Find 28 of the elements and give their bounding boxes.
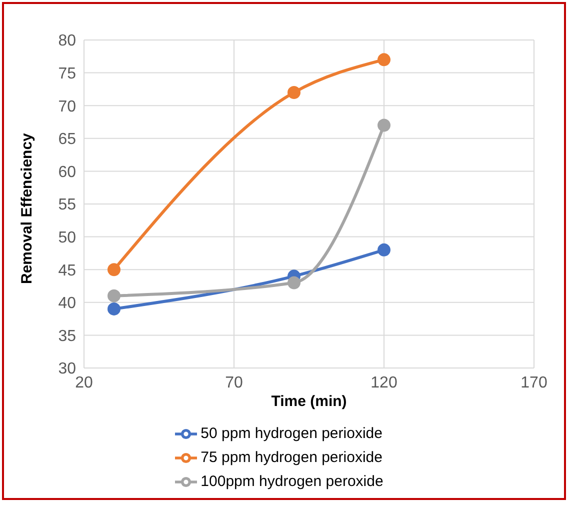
legend-label: 50 ppm hydrogen perioxide [200, 425, 382, 442]
y-tick-label: 60 [58, 164, 76, 181]
y-tick-label: 75 [58, 65, 76, 82]
y-tick-label: 50 [58, 229, 76, 246]
point [108, 302, 120, 316]
point [378, 118, 390, 132]
x-tick-label: 70 [225, 374, 243, 392]
legend-label: 100ppm hydrogen peroxide [200, 473, 384, 490]
point [288, 276, 300, 290]
point [108, 289, 120, 302]
x-tick-label: 120 [370, 374, 398, 392]
y-axis-title: Removal Effenciency [18, 132, 36, 284]
y-tick-label: 55 [58, 196, 76, 214]
legend-label: 75 ppm hydrogen perioxide [200, 449, 382, 466]
y-tick-label: 30 [58, 360, 76, 378]
point [108, 263, 120, 276]
point [288, 86, 300, 99]
y-tick-label: 80 [58, 32, 76, 50]
x-axis-title: Time (min) [271, 393, 347, 410]
point [378, 53, 390, 66]
y-tick-label: 70 [58, 98, 76, 116]
y-tick-label: 40 [58, 295, 76, 312]
point [378, 243, 390, 256]
x-tick-label: 170 [520, 374, 548, 392]
y-tick-label: 45 [58, 262, 76, 280]
y-tick-label: 35 [58, 328, 76, 345]
y-tick-label: 65 [58, 131, 76, 148]
x-tick-label: 20 [75, 374, 93, 392]
